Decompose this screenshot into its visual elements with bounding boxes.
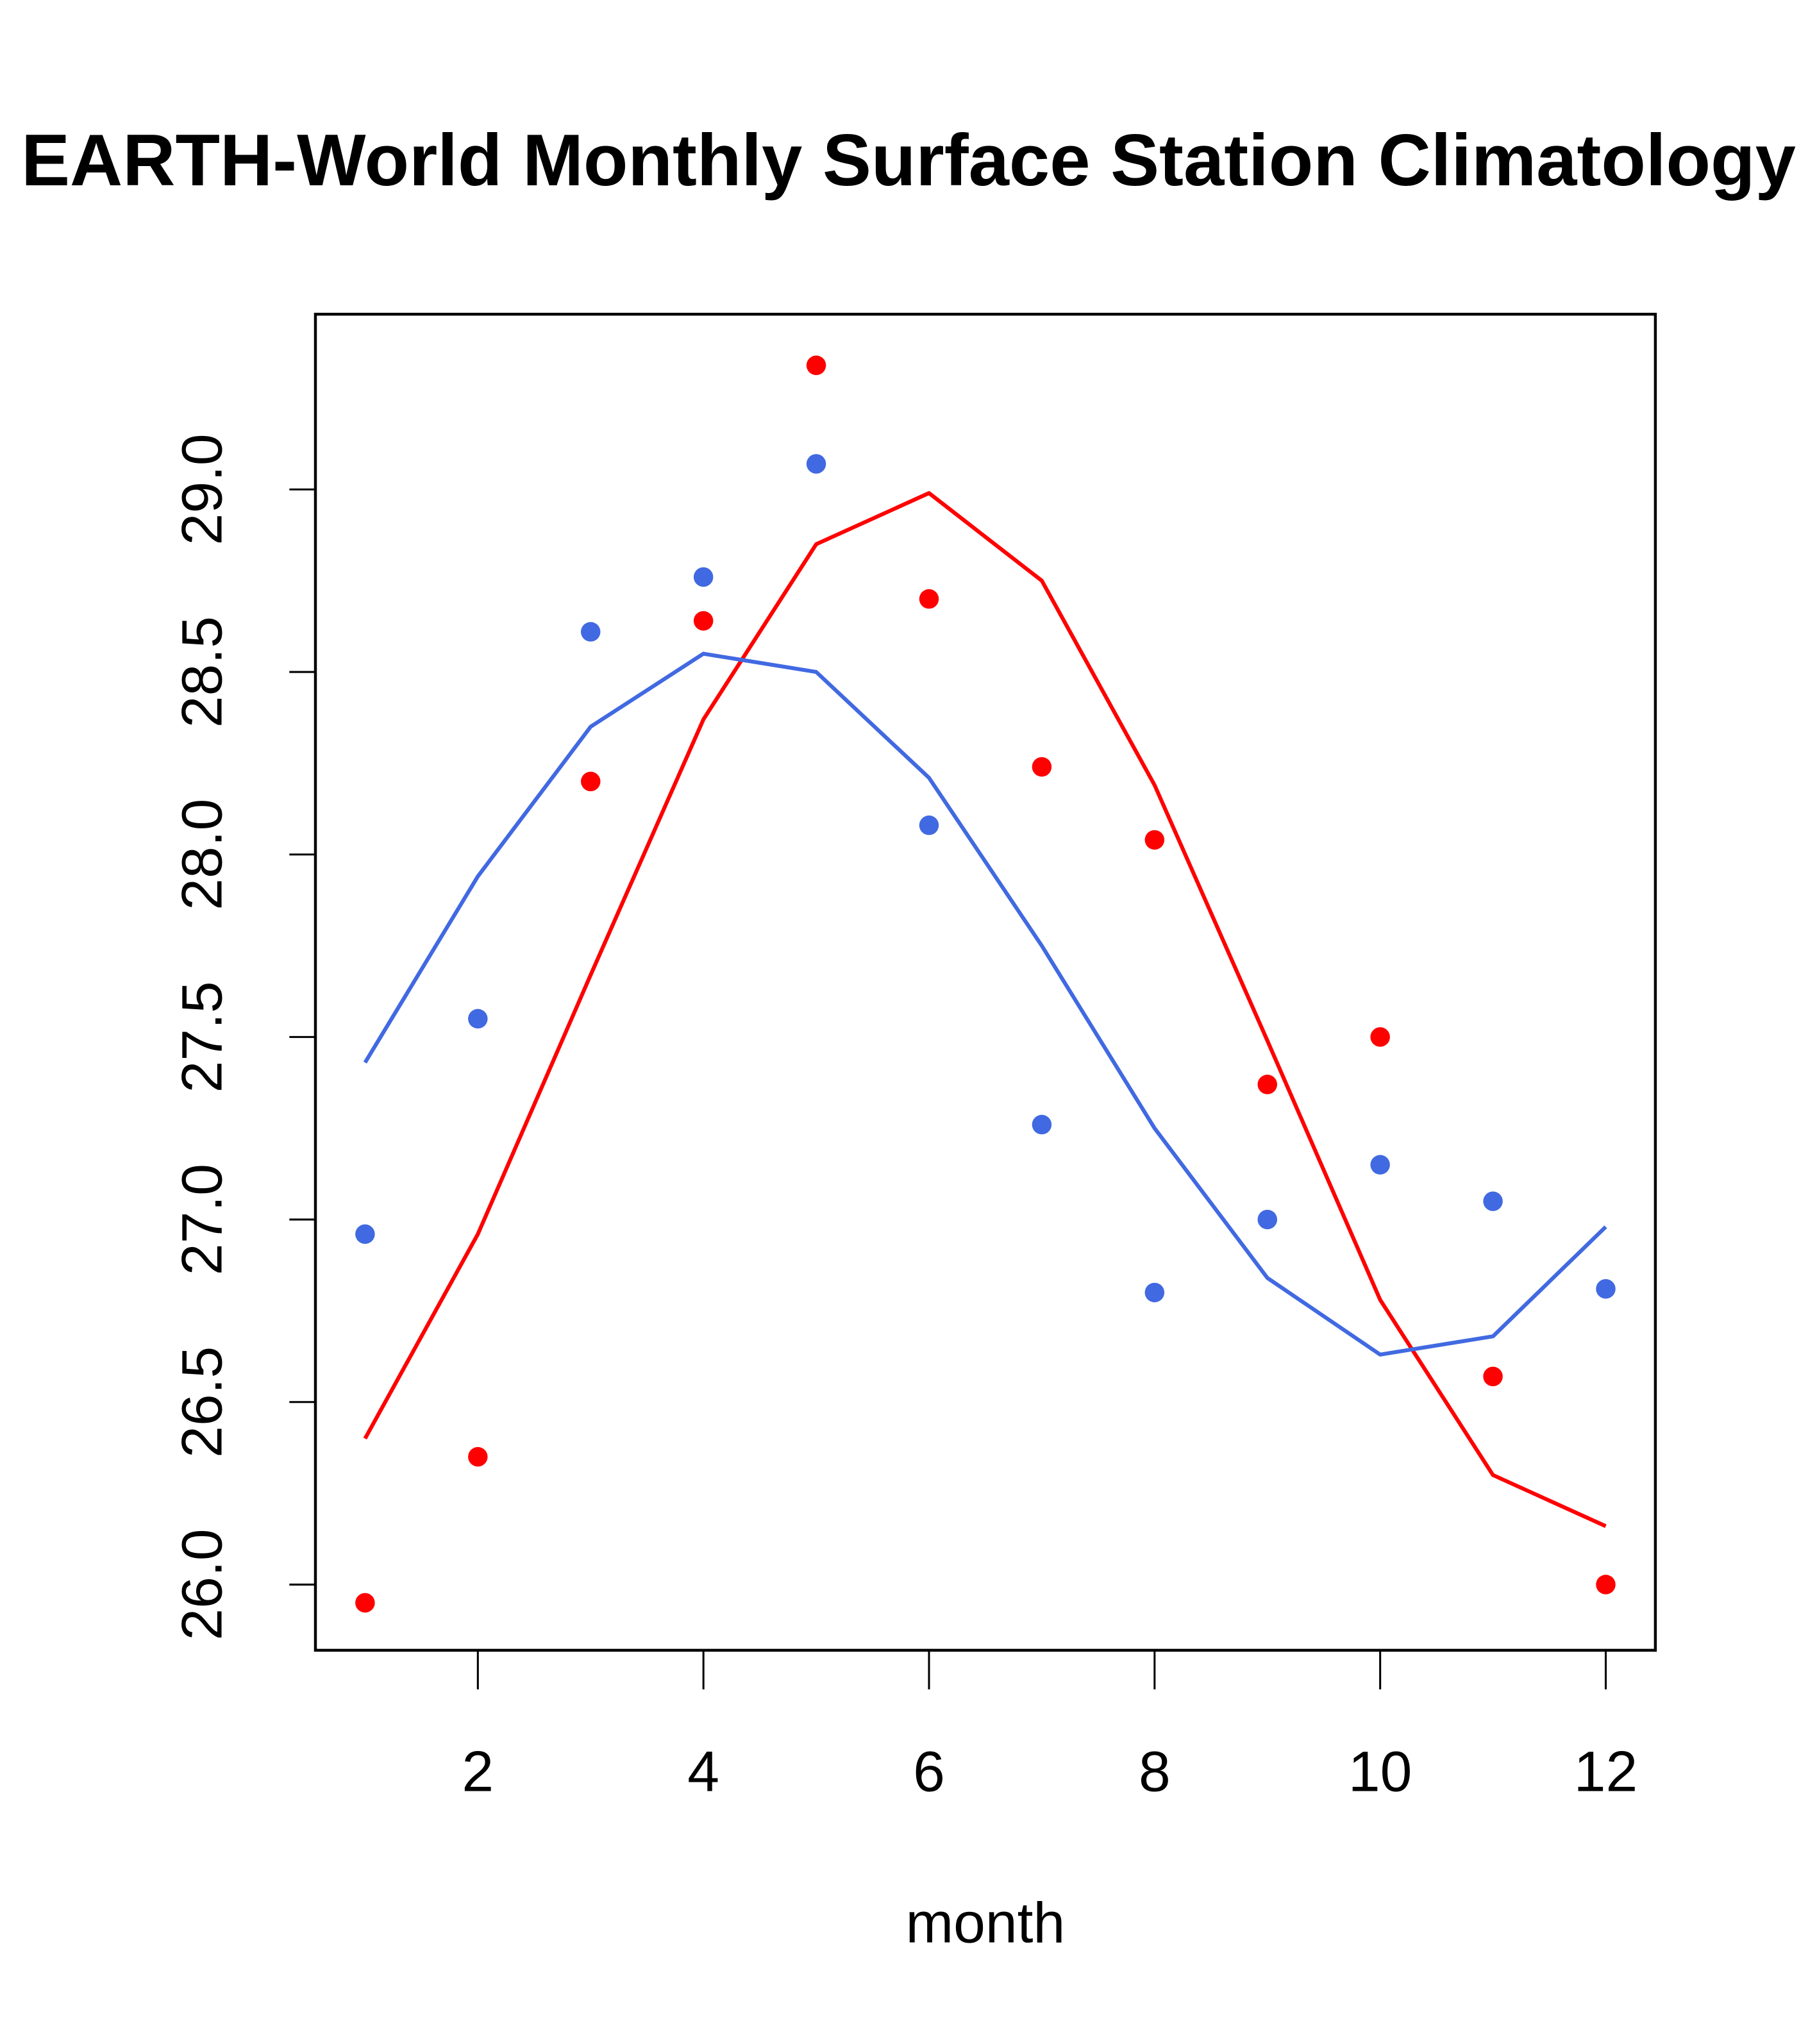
y-axis: 26.0 26.5 27.0 27.5 28.0 28.5 29.0 bbox=[170, 433, 315, 1640]
y-tick-label: 28.5 bbox=[170, 616, 234, 728]
blue-point bbox=[1483, 1191, 1503, 1211]
y-tick-label: 26.5 bbox=[170, 1346, 234, 1458]
x-tick-label: 12 bbox=[1574, 1739, 1637, 1803]
blue-point bbox=[1596, 1279, 1616, 1299]
red-point bbox=[580, 771, 601, 792]
y-tick-label: 29.0 bbox=[170, 433, 234, 545]
red-point bbox=[1370, 1027, 1390, 1047]
x-tick-label: 4 bbox=[687, 1739, 719, 1803]
blue-line bbox=[363, 651, 1607, 1357]
y-tick-label: 26.0 bbox=[170, 1529, 234, 1640]
chart-title: EARTH-World Monthly Surface Station Clim… bbox=[21, 120, 1796, 201]
x-tick-label: 6 bbox=[913, 1739, 945, 1803]
y-tick-label: 27.5 bbox=[170, 981, 234, 1093]
blue-point bbox=[919, 815, 939, 835]
red-point bbox=[1257, 1075, 1277, 1094]
red-point bbox=[919, 589, 939, 609]
blue-point bbox=[693, 567, 714, 587]
blue-point bbox=[468, 1009, 488, 1029]
blue-point bbox=[580, 622, 601, 642]
red-point bbox=[468, 1446, 488, 1467]
blue-point bbox=[806, 454, 826, 474]
x-axis-label: month bbox=[906, 1890, 1066, 1954]
red-point bbox=[355, 1593, 375, 1613]
red-point bbox=[693, 611, 714, 631]
red-point bbox=[1032, 757, 1052, 777]
blue-point bbox=[1257, 1209, 1277, 1230]
series-points bbox=[355, 355, 1616, 1613]
x-tick-label: 10 bbox=[1348, 1739, 1412, 1803]
x-tick-label: 2 bbox=[462, 1739, 494, 1803]
blue-point bbox=[1144, 1282, 1165, 1303]
y-tick-label: 28.0 bbox=[170, 799, 234, 910]
blue-point bbox=[1032, 1114, 1052, 1135]
x-axis: 2 4 6 8 10 12 bbox=[462, 1650, 1637, 1803]
plot-frame bbox=[314, 312, 1657, 1652]
red-line bbox=[363, 491, 1607, 1529]
y-tick-label: 27.0 bbox=[170, 1164, 234, 1275]
red-point bbox=[1483, 1366, 1503, 1387]
blue-point bbox=[1370, 1155, 1390, 1175]
x-tick-label: 8 bbox=[1139, 1739, 1171, 1803]
red-point bbox=[806, 355, 826, 376]
series-lines bbox=[363, 491, 1607, 1529]
red-point bbox=[1596, 1575, 1616, 1595]
red-point bbox=[1144, 830, 1165, 850]
blue-point bbox=[355, 1224, 375, 1244]
